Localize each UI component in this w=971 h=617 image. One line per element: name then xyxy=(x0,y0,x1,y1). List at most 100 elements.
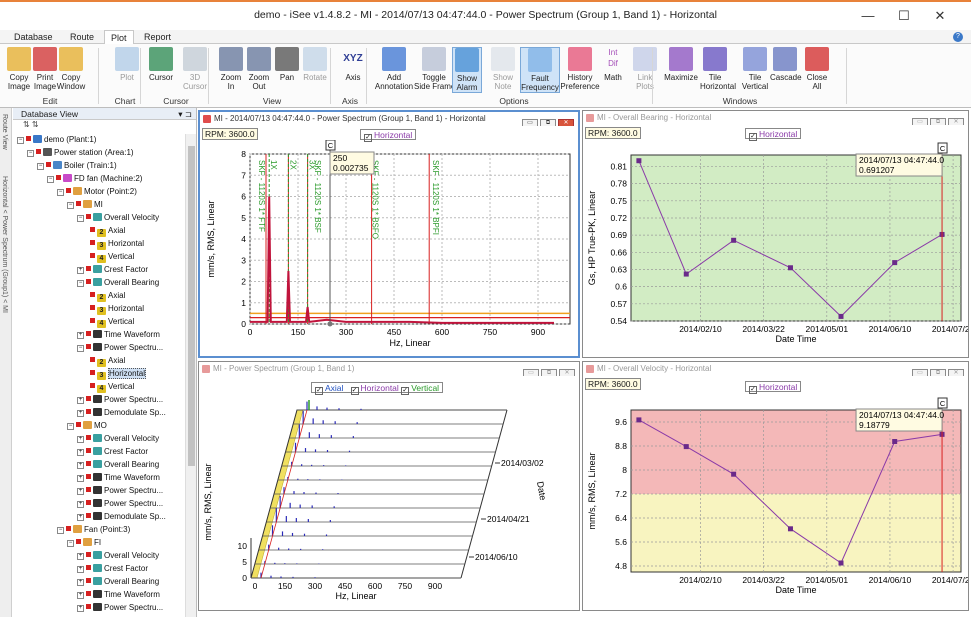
tree-item-overall-bearing[interactable]: + Overall Bearing xyxy=(77,459,159,470)
tree-item-axial[interactable]: 2 Axial xyxy=(87,355,125,367)
legend-horizontal[interactable]: ✓ Horizontal xyxy=(360,129,417,142)
tree-item-overall-bearing[interactable]: − Overall Bearing xyxy=(77,277,159,288)
tree-item-power-spectru[interactable]: + Power Spectru... xyxy=(77,498,163,509)
tree-item-vertical[interactable]: 4 Vertical xyxy=(87,316,134,328)
tab-report[interactable]: Report xyxy=(144,32,172,42)
bearing-plot[interactable]: 0.54 0.57 0.6 0.63 0.66 0.69 0.72 0.75 0.78 0.81 2… xyxy=(583,139,968,357)
3d-cursor-button[interactable]: 3D Cursor xyxy=(180,47,210,91)
zoom-in-button[interactable]: Zoom In xyxy=(216,47,246,91)
checkbox-icon[interactable]: ✓ xyxy=(401,387,410,395)
tab-plot[interactable]: Plot xyxy=(104,30,134,45)
maximize-button[interactable]: ☐ xyxy=(898,8,910,23)
expand-icon[interactable]: + xyxy=(77,488,84,495)
plot-button[interactable]: Plot xyxy=(112,47,142,82)
tree-item-vertical[interactable]: 4 Vertical xyxy=(87,381,134,393)
copy-image-button[interactable]: Copy Image xyxy=(4,47,34,91)
window-minimize-button[interactable]: ▭ xyxy=(912,369,928,376)
checkbox-icon[interactable]: ✓ xyxy=(350,387,359,395)
expand-icon[interactable]: + xyxy=(77,462,84,469)
window-restore-button[interactable]: ⧉ xyxy=(541,369,557,376)
tree-item-power-spectru[interactable]: − Power Spectru... xyxy=(77,342,163,353)
window-close-button[interactable]: ✕ xyxy=(948,369,964,376)
window-close-button[interactable]: ✕ xyxy=(559,369,575,376)
tab-database[interactable]: Database xyxy=(14,32,53,42)
velocity-window[interactable]: MI - Overall Velocity - Horizontal ▭ ⧉ ✕ R… xyxy=(582,361,969,611)
collapse-icon[interactable]: − xyxy=(67,202,74,209)
tree-item-demodulate-sp[interactable]: + Demodulate Sp... xyxy=(77,407,166,418)
tree-item-fi[interactable]: − FI xyxy=(67,537,101,548)
side-tab-current-point[interactable]: Horizontal < Power Spectrum (Group1) < M… xyxy=(1,176,8,313)
tile-horizontal-button[interactable]: Tile Horizontal xyxy=(700,47,736,91)
zoom-out-button[interactable]: Zoom Out xyxy=(244,47,274,91)
tree-item-time-waveform[interactable]: + Time Waveform xyxy=(77,472,160,483)
spectrum-window[interactable]: MI - 2014/07/13 04:47:44.0 - Power Spect… xyxy=(198,110,580,358)
tree-item-mo[interactable]: − MO xyxy=(67,420,107,431)
tree-item-motor-point-2[interactable]: − Motor (Point:2) xyxy=(57,186,137,197)
tree-item-fd-fan-machine-2[interactable]: − FD fan (Machine:2) xyxy=(47,173,142,184)
add-annotation-button[interactable]: Add Annotation xyxy=(374,47,414,91)
axis-button[interactable]: XYZ Axis xyxy=(338,47,368,82)
waterfall-window[interactable]: MI - Power Spectrum (Group 1, Band 1) ▭ ⧉… xyxy=(198,361,580,611)
window-restore-button[interactable]: ⧉ xyxy=(930,369,946,376)
cursor-button[interactable]: Cursor xyxy=(146,47,176,82)
collapse-icon[interactable]: − xyxy=(37,163,44,170)
collapse-icon[interactable]: − xyxy=(77,280,84,287)
collapse-icon[interactable]: − xyxy=(27,150,34,157)
tree-item-overall-bearing[interactable]: + Overall Bearing xyxy=(77,576,159,587)
expand-icon[interactable]: + xyxy=(77,436,84,443)
collapse-icon[interactable]: − xyxy=(57,189,64,196)
tree-item-fan-point-3[interactable]: − Fan (Point:3) xyxy=(57,524,130,535)
rotate-button[interactable]: Rotate xyxy=(300,47,330,82)
bearing-window-titlebar[interactable]: MI - Overall Bearing - Horizontal ▭ ⧉ ✕ xyxy=(583,111,968,125)
waterfall-plot[interactable]: 0 150 300 450 600 750 900 Hz, Linear 0 5 10 mm/s, R… xyxy=(199,392,577,610)
expand-icon[interactable]: + xyxy=(77,475,84,482)
tree-item-power-station-area-1[interactable]: − Power station (Area:1) xyxy=(27,147,134,158)
window-minimize-button[interactable]: ▭ xyxy=(523,369,539,376)
tree-item-overall-velocity[interactable]: − Overall Velocity xyxy=(77,212,159,223)
toggle-side-frame-button[interactable]: Toggle Side Frame xyxy=(414,47,455,91)
tree-scrollbar[interactable] xyxy=(185,134,196,617)
waterfall-legend[interactable]: ✓ Axial ✓ Horizontal ✓ Vertical xyxy=(311,382,444,395)
tree-item-horizontal[interactable]: 3 Horizontal xyxy=(87,238,144,250)
window-minimize-button[interactable]: ▭ xyxy=(912,118,928,125)
expand-icon[interactable]: + xyxy=(77,514,84,521)
collapse-icon[interactable]: − xyxy=(57,527,64,534)
help-icon[interactable]: ? xyxy=(953,32,963,42)
legend-horizontal[interactable]: ✓ Horizontal xyxy=(745,128,802,141)
show-note-button[interactable]: Show Note xyxy=(488,47,518,91)
collapse-icon[interactable]: − xyxy=(67,423,74,430)
expand-icon[interactable]: + xyxy=(77,553,84,560)
maximize-button[interactable]: Maximize xyxy=(664,47,698,82)
tree-item-axial[interactable]: 2 Axial xyxy=(87,225,125,237)
tree-item-demo-plant-1[interactable]: − demo (Plant:1) xyxy=(17,134,96,145)
tree-item-crest-factor[interactable]: + Crest Factor xyxy=(77,446,148,457)
copy-window-button[interactable]: Copy Window xyxy=(56,47,86,91)
tree-item-crest-factor[interactable]: + Crest Factor xyxy=(77,563,148,574)
collapse-icon[interactable]: − xyxy=(77,215,84,222)
tree-item-crest-factor[interactable]: + Crest Factor xyxy=(77,264,148,275)
link-plots-button[interactable]: Link Plots xyxy=(630,47,660,91)
velocity-plot[interactable]: 4.8 5.6 6.4 7.2 8 8.8 9.6 2014/02/10 2014/03/22 2… xyxy=(583,392,968,612)
tree-item-time-waveform[interactable]: + Time Waveform xyxy=(77,589,160,600)
legend-horizontal[interactable]: ✓ Horizontal xyxy=(745,381,802,394)
checkbox-icon[interactable]: ✓ xyxy=(315,387,323,395)
tree-item-power-spectru[interactable]: + Power Spectru... xyxy=(77,602,163,613)
window-restore-button[interactable]: ⧉ xyxy=(540,119,556,126)
checkbox-icon[interactable]: ✓ xyxy=(364,134,372,142)
tree-item-axial[interactable]: 2 Axial xyxy=(87,290,125,302)
expand-icon[interactable]: + xyxy=(77,501,84,508)
window-close-button[interactable]: ✕ xyxy=(558,119,574,126)
collapse-icon[interactable]: − xyxy=(47,176,54,183)
expand-icon[interactable]: + xyxy=(77,579,84,586)
expand-icon[interactable]: + xyxy=(77,449,84,456)
expand-icon[interactable]: + xyxy=(77,332,84,339)
collapse-icon[interactable]: − xyxy=(77,345,84,352)
fault-frequency-button[interactable]: Fault Frequency xyxy=(520,47,560,93)
cascade-button[interactable]: Cascade xyxy=(770,47,802,82)
tree-item-demodulate-sp[interactable]: + Demodulate Sp... xyxy=(77,511,166,522)
close-all-button[interactable]: Close All xyxy=(802,47,832,91)
database-tree[interactable]: − demo (Plant:1) − Power station (Area:1) − B… xyxy=(13,134,185,617)
sort-icon[interactable]: ⇅ ⇅ xyxy=(23,120,39,129)
math-button[interactable]: Int Dif Math xyxy=(598,47,628,82)
minimize-button[interactable]: — xyxy=(861,8,875,23)
